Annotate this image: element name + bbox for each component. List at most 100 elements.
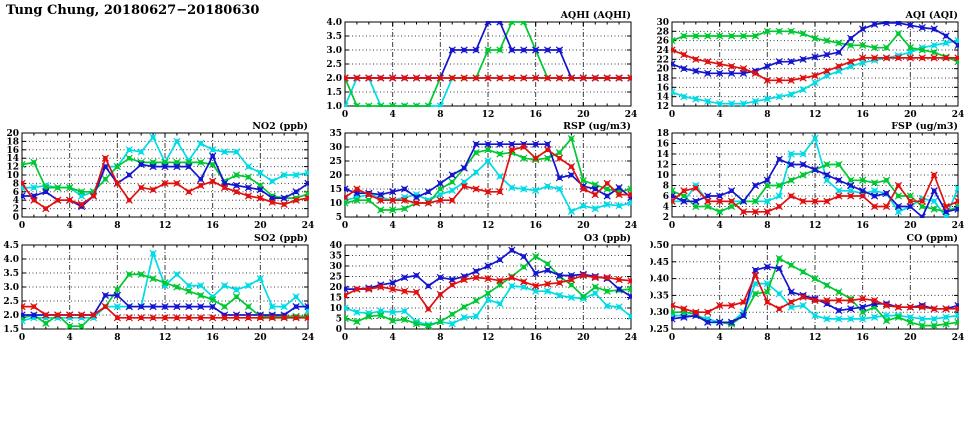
svg-text:FSP (ug/m3): FSP (ug/m3) bbox=[891, 121, 958, 132]
svg-text:10: 10 bbox=[329, 199, 342, 209]
svg-text:3.5: 3.5 bbox=[326, 32, 342, 42]
svg-text:4: 4 bbox=[390, 221, 396, 231]
svg-text:16: 16 bbox=[206, 221, 219, 231]
svg-text:8: 8 bbox=[764, 221, 770, 231]
svg-text:8: 8 bbox=[764, 110, 770, 120]
chart-so2: 1.5 2.0 2.5 3.0 3.5 4.0 4.5 0 4 8 12 16 20 24 SO2 (ppb… bbox=[3, 233, 314, 343]
svg-text:12: 12 bbox=[656, 161, 669, 171]
svg-text:0: 0 bbox=[669, 110, 675, 120]
svg-text:12: 12 bbox=[809, 221, 822, 231]
svg-text:20: 20 bbox=[904, 221, 917, 231]
svg-text:4: 4 bbox=[663, 203, 669, 213]
svg-text:24: 24 bbox=[952, 110, 965, 120]
svg-text:28: 28 bbox=[656, 27, 669, 37]
svg-text:30: 30 bbox=[329, 143, 342, 153]
svg-text:0: 0 bbox=[342, 333, 348, 343]
svg-text:10: 10 bbox=[329, 304, 342, 314]
svg-text:0.45: 0.45 bbox=[650, 258, 669, 268]
svg-text:4: 4 bbox=[717, 110, 723, 120]
svg-text:RSP (ug/m3): RSP (ug/m3) bbox=[563, 121, 631, 132]
svg-text:0.40: 0.40 bbox=[650, 275, 669, 285]
svg-text:16: 16 bbox=[856, 221, 869, 231]
svg-text:3.0: 3.0 bbox=[326, 46, 342, 56]
svg-text:8: 8 bbox=[114, 333, 120, 343]
svg-text:22: 22 bbox=[656, 55, 669, 65]
svg-text:4: 4 bbox=[67, 333, 73, 343]
svg-text:24: 24 bbox=[302, 221, 315, 231]
svg-text:20: 20 bbox=[6, 129, 19, 139]
svg-text:20: 20 bbox=[329, 283, 342, 293]
chart-co: 0.25 0.30 0.35 0.40 0.45 0.50 0 4 8 12 16 20 24 CO (p… bbox=[650, 233, 965, 343]
svg-text:20: 20 bbox=[329, 171, 342, 181]
svg-text:14: 14 bbox=[656, 93, 669, 103]
svg-text:18: 18 bbox=[656, 129, 669, 139]
chart-aqhi: 1.0 1.5 2.0 2.5 3.0 3.5 4.0 0 4 8 12 16 20 24 AQHI (AQ… bbox=[326, 10, 637, 120]
svg-text:10: 10 bbox=[656, 171, 669, 181]
svg-text:16: 16 bbox=[656, 140, 669, 150]
svg-text:12: 12 bbox=[482, 110, 495, 120]
svg-text:20: 20 bbox=[904, 110, 917, 120]
svg-text:16: 16 bbox=[529, 333, 542, 343]
svg-text:0.35: 0.35 bbox=[650, 291, 669, 301]
svg-text:0: 0 bbox=[342, 110, 348, 120]
svg-text:24: 24 bbox=[625, 333, 638, 343]
svg-text:12: 12 bbox=[159, 221, 172, 231]
svg-text:1.5: 1.5 bbox=[326, 88, 342, 98]
page-title: Tung Chung, 20180627−20180630 bbox=[6, 3, 260, 18]
svg-text:16: 16 bbox=[529, 110, 542, 120]
svg-text:0: 0 bbox=[19, 221, 25, 231]
svg-text:4.5: 4.5 bbox=[3, 241, 19, 251]
svg-text:24: 24 bbox=[952, 221, 965, 231]
svg-text:2.5: 2.5 bbox=[326, 60, 342, 70]
svg-text:0: 0 bbox=[342, 221, 348, 231]
svg-text:3.0: 3.0 bbox=[3, 283, 19, 293]
svg-text:12: 12 bbox=[809, 110, 822, 120]
svg-text:8: 8 bbox=[13, 179, 19, 189]
svg-text:0: 0 bbox=[669, 221, 675, 231]
svg-text:30: 30 bbox=[329, 262, 342, 272]
svg-text:0: 0 bbox=[13, 213, 19, 223]
svg-text:4: 4 bbox=[390, 333, 396, 343]
svg-text:8: 8 bbox=[437, 221, 443, 231]
svg-text:4: 4 bbox=[717, 221, 723, 231]
svg-text:8: 8 bbox=[764, 333, 770, 343]
svg-text:24: 24 bbox=[656, 46, 669, 56]
svg-text:4: 4 bbox=[13, 196, 19, 206]
svg-text:18: 18 bbox=[656, 74, 669, 84]
svg-text:NO2 (ppb): NO2 (ppb) bbox=[252, 121, 308, 132]
svg-text:40: 40 bbox=[329, 241, 342, 251]
svg-text:24: 24 bbox=[952, 333, 965, 343]
svg-text:0.25: 0.25 bbox=[650, 325, 669, 335]
svg-text:AQI (AQI): AQI (AQI) bbox=[905, 10, 958, 21]
svg-text:8: 8 bbox=[437, 333, 443, 343]
svg-text:2: 2 bbox=[663, 213, 669, 223]
svg-text:16: 16 bbox=[856, 110, 869, 120]
svg-text:4: 4 bbox=[67, 221, 73, 231]
svg-text:15: 15 bbox=[329, 294, 342, 304]
svg-text:20: 20 bbox=[577, 110, 590, 120]
svg-text:10: 10 bbox=[6, 171, 19, 181]
svg-text:35: 35 bbox=[329, 129, 342, 139]
svg-text:8: 8 bbox=[663, 182, 669, 192]
svg-text:2: 2 bbox=[13, 205, 19, 215]
svg-text:20: 20 bbox=[904, 333, 917, 343]
svg-text:26: 26 bbox=[656, 37, 669, 47]
svg-text:12: 12 bbox=[482, 221, 495, 231]
svg-text:4: 4 bbox=[390, 110, 396, 120]
svg-text:16: 16 bbox=[529, 221, 542, 231]
svg-text:30: 30 bbox=[656, 18, 669, 28]
svg-text:0: 0 bbox=[336, 325, 342, 335]
svg-text:20: 20 bbox=[577, 333, 590, 343]
svg-text:12: 12 bbox=[6, 163, 19, 173]
chart-rsp: 5 10 15 20 25 30 35 0 4 8 12 16 20 24 RSP (ug/m3) bbox=[329, 121, 637, 231]
svg-text:15: 15 bbox=[329, 185, 342, 195]
svg-text:18: 18 bbox=[6, 137, 19, 147]
svg-text:0: 0 bbox=[19, 333, 25, 343]
svg-text:20: 20 bbox=[254, 221, 267, 231]
svg-text:4.0: 4.0 bbox=[3, 255, 19, 265]
svg-text:16: 16 bbox=[856, 333, 869, 343]
svg-text:0.30: 0.30 bbox=[650, 308, 669, 318]
